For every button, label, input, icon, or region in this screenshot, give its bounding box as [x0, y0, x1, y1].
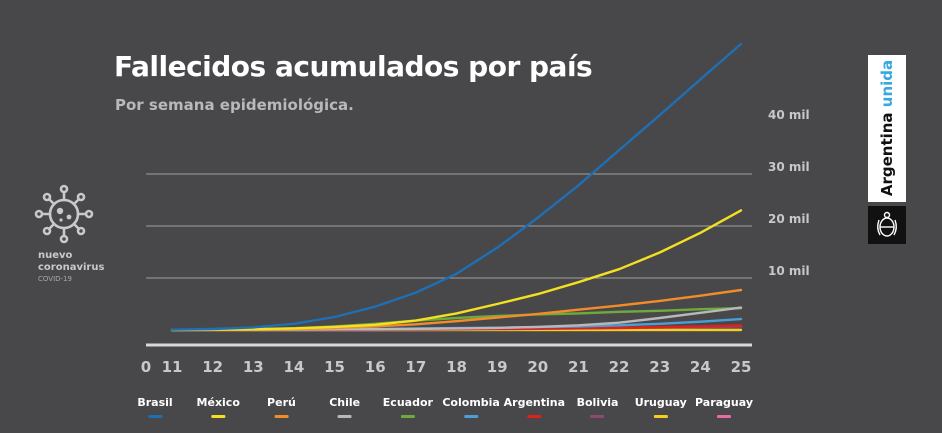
y-tick-label: 30 mil: [768, 160, 810, 174]
x-tick-label: 25: [731, 358, 752, 376]
x-tick-label: 18: [446, 358, 467, 376]
legend-item: Chile: [329, 396, 360, 418]
y-tick-label: 10 mil: [768, 264, 810, 278]
legend-swatch: [653, 415, 668, 418]
series-line: [170, 209, 743, 332]
legend-item: Uruguay: [635, 396, 687, 418]
legend-label: Uruguay: [634, 396, 687, 409]
legend-label: Brasil: [137, 396, 173, 409]
x-tick-label: 24: [690, 358, 711, 376]
chart-title: Fallecidos acumulados por país: [114, 50, 593, 83]
y-tick-label: 40 mil: [768, 108, 810, 122]
legend-item: Perú: [267, 396, 296, 418]
legend-label: Perú: [267, 396, 296, 409]
x-tick-label: 13: [243, 358, 264, 376]
legend-item: Paraguay: [695, 396, 753, 418]
legend-swatch: [400, 415, 415, 418]
legend-item: Colombia: [442, 396, 500, 418]
series-line: [170, 42, 743, 331]
legend-item: Bolivia: [576, 396, 619, 418]
x-tick-label: 12: [202, 358, 223, 376]
seal-graphic: [877, 211, 897, 237]
argentina-unida-badge: [868, 55, 906, 202]
x-tick-label: 20: [527, 358, 548, 376]
legend-swatch: [527, 415, 542, 418]
legend-label: Ecuador: [382, 396, 433, 409]
x-tick-label: 22: [609, 358, 630, 376]
virus-icon: [34, 184, 94, 244]
x-tick-label: 19: [487, 358, 508, 376]
x-tick-label: 11: [162, 358, 183, 376]
logo-line-1: nuevo: [38, 250, 73, 261]
legend-label: Bolivia: [576, 396, 619, 409]
coat-of-arms-icon: [868, 206, 906, 244]
x-tick-label: 16: [365, 358, 386, 376]
legend-swatch: [590, 415, 605, 418]
chart-legend: Brasil México Perú Chile Ecuador Colombia Arge…: [0, 396, 942, 426]
legend-item: Ecuador: [383, 396, 433, 418]
logo-line-2: coronavirus: [38, 262, 105, 273]
legend-swatch: [337, 415, 352, 418]
x-tick-label: 21: [568, 358, 589, 376]
legend-swatch: [274, 415, 289, 418]
legend-swatch: [464, 415, 479, 418]
legend-swatch: [147, 415, 162, 418]
legend-item: Brasil: [137, 396, 173, 418]
x-tick-label: 17: [405, 358, 426, 376]
legend-label: Colombia: [442, 396, 500, 409]
legend-item: México: [197, 396, 240, 418]
x-tick-label: 14: [283, 358, 304, 376]
legend-label: Chile: [329, 396, 361, 409]
legend-label: México: [196, 396, 240, 409]
legend-swatch: [717, 415, 731, 418]
legend-item: Argentina: [504, 396, 565, 418]
x-tick-label: 0: [141, 358, 151, 376]
legend-label: Argentina: [503, 396, 566, 409]
x-tick-label: 23: [649, 358, 670, 376]
legend-swatch: [211, 415, 226, 418]
logo-line-3: COVID-19: [38, 275, 72, 283]
y-tick-label: 20 mil: [768, 212, 810, 226]
legend-label: Paraguay: [695, 396, 753, 409]
chart-subtitle: Por semana epidemiológica.: [115, 96, 354, 114]
x-tick-label: 15: [324, 358, 345, 376]
